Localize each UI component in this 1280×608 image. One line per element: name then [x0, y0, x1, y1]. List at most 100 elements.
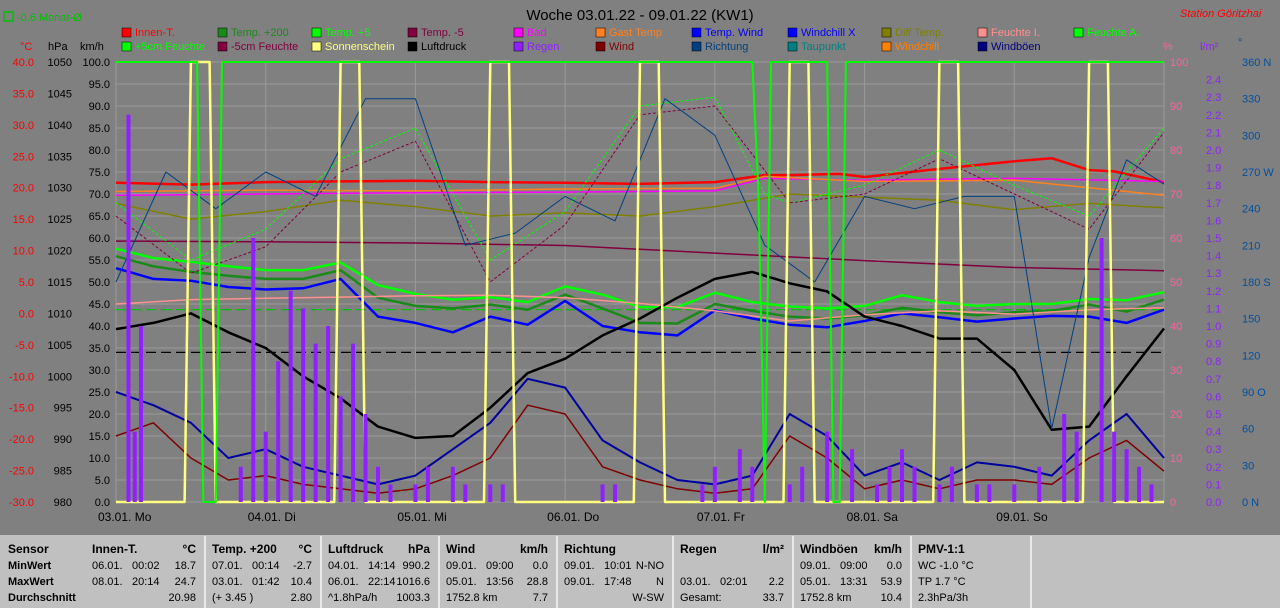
stats-panel-title: Regen: [680, 542, 717, 556]
sensor-row-avg: Durchschnitt: [8, 592, 76, 604]
rain-tick-label: 2.1: [1206, 127, 1221, 139]
rain-tick-label: 0.9: [1206, 339, 1221, 351]
legend-swatch: [1073, 27, 1084, 38]
temp-tick-label: -15.0: [9, 403, 34, 415]
speed-tick-label: 45.0: [89, 299, 110, 311]
legend-swatch: [977, 41, 988, 52]
series-line-richtung: [115, 98, 1165, 430]
legend-swatch: [217, 27, 228, 38]
stats-cell-date: WC -1.0 °C: [918, 560, 974, 572]
legend-label: Luftdruck: [421, 41, 467, 53]
stats-cell-date: TP 1.7 °C: [918, 576, 966, 588]
direction-tick-label: 180 S: [1242, 277, 1271, 289]
stats-cell-value: -2.7: [293, 560, 312, 572]
rain-bar: [912, 466, 917, 502]
rain-bar: [288, 290, 293, 502]
day-label: 03.01. Mo: [98, 510, 152, 524]
rain-bar: [132, 431, 137, 502]
speed-tick-label: 10.0: [89, 453, 110, 465]
percent-tick-label: 80: [1170, 145, 1182, 157]
rain-bar: [388, 484, 393, 502]
speed-tick-label: 95.0: [89, 79, 110, 91]
series-line-temp-5: [115, 240, 1165, 272]
pressure-tick-label: 985: [54, 466, 72, 478]
rain-bar: [500, 484, 505, 502]
speed-tick-label: 70.0: [89, 189, 110, 201]
pressure-tick-label: 1040: [48, 120, 72, 132]
temp-tick-label: 40.0: [13, 57, 34, 69]
stats-panel-luftdruck: Luftdruck hPa 04.01. 14:14 990.2 06.01. 22:14 1…: [322, 536, 440, 608]
stats-panel-unit: km/h: [873, 542, 902, 556]
rain-tick-label: 1.0: [1206, 321, 1221, 333]
rain-bar: [787, 484, 792, 502]
speed-tick-label: 75.0: [89, 167, 110, 179]
stats-cell-date: 08.01.: [92, 576, 123, 588]
temp-tick-label: 25.0: [13, 151, 34, 163]
temp-tick-label: -20.0: [9, 434, 34, 446]
rain-tick-label: 0.1: [1206, 479, 1221, 491]
legend-swatch: [977, 27, 988, 38]
rain-bar: [974, 484, 979, 502]
rain-bar: [326, 326, 331, 502]
percent-tick-label: 10: [1170, 453, 1182, 465]
legend-swatch: [311, 41, 322, 52]
rain-bar: [376, 466, 380, 502]
stats-cell-value: N-NO: [635, 560, 664, 572]
chart-area: 40.0 35.0 30.0 25.0 20.0 15.0 10.0 5.0 0.0 -5.0 -1…: [0, 0, 1280, 535]
sensor-row-min: MinWert: [8, 560, 52, 572]
rain-tick-label: 1.8: [1206, 180, 1221, 192]
stats-cell-time: 09:00: [840, 560, 868, 572]
speed-tick-label: 65.0: [89, 211, 110, 223]
rain-bar: [413, 484, 418, 502]
speed-tick-label: 50.0: [89, 277, 110, 289]
stats-cell-time: 13:56: [486, 576, 514, 588]
legend-label: Feuchte A.: [1087, 27, 1140, 39]
stats-cell-value: 10.4: [880, 592, 902, 604]
stats-cell-time: 22:14: [368, 576, 396, 588]
speed-tick-label: 55.0: [89, 255, 110, 267]
rain-tick-label: 0.6: [1206, 391, 1221, 403]
stats-cell-time: 20:14: [132, 576, 160, 588]
stats-cell-time: 17:48: [604, 576, 632, 588]
legend-label: Diff Temp.: [895, 27, 944, 39]
series-line-temp-5: [115, 247, 1165, 310]
rain-tick-label: 0.3: [1206, 444, 1221, 456]
rain-tick-label: 1.7: [1206, 198, 1221, 210]
rain-tick-label: 1.6: [1206, 215, 1221, 227]
rain-bar: [1037, 466, 1042, 502]
legend-label: Feuchte I.: [991, 27, 1040, 39]
speed-tick-label: 80.0: [89, 145, 110, 157]
series-line-feuchte-a-: [115, 96, 1165, 261]
stats-cell-date: 03.01.: [212, 576, 243, 588]
stats-cell-value: 990.2: [402, 560, 430, 572]
legend-label: Windböen: [991, 41, 1041, 53]
temp-tick-label: -10.0: [9, 371, 34, 383]
stats-panel-title: PMV-1:1: [918, 542, 965, 556]
stats-cell-date: 06.01.: [92, 560, 123, 572]
stats-cell-date: 1752.8 km: [800, 592, 852, 604]
temp-tick-label: 5.0: [19, 277, 34, 289]
stats-cell-date: 09.01.: [564, 576, 595, 588]
stats-cell-date: 07.01.: [212, 560, 243, 572]
legend-swatch: [787, 27, 798, 38]
rain-tick-label: 0.5: [1206, 409, 1221, 421]
rain-tick-label: 2.0: [1206, 145, 1221, 157]
stats-panel-richtung: Richtung 09.01. 10:01 N-NO 09.01. 17:48 N W-SW: [558, 536, 674, 608]
pressure-tick-label: 1020: [48, 246, 72, 258]
stats-cell-time: 00:02: [132, 560, 160, 572]
pressure-tick-label: 1015: [48, 277, 72, 289]
rain-tick-label: 2.2: [1206, 110, 1221, 122]
pressure-tick-label: 1045: [48, 88, 72, 100]
legend-label: +5cm Feuchte: [135, 41, 205, 53]
legend-swatch: [407, 27, 418, 38]
rain-bar: [850, 449, 855, 502]
percent-tick-label: 50: [1170, 277, 1182, 289]
rain-bar: [301, 308, 306, 502]
rain-bar: [700, 484, 705, 502]
station-name: Station Göritzhai: [1180, 8, 1262, 20]
legend-label: Gast Temp: [609, 27, 662, 39]
legend-label: Temp. -5: [421, 27, 464, 39]
percent-tick-label: 0: [1170, 497, 1176, 509]
month-indicator: -0.6 Monat-Ø: [17, 12, 82, 24]
rain-tick-label: 2.4: [1206, 75, 1221, 87]
